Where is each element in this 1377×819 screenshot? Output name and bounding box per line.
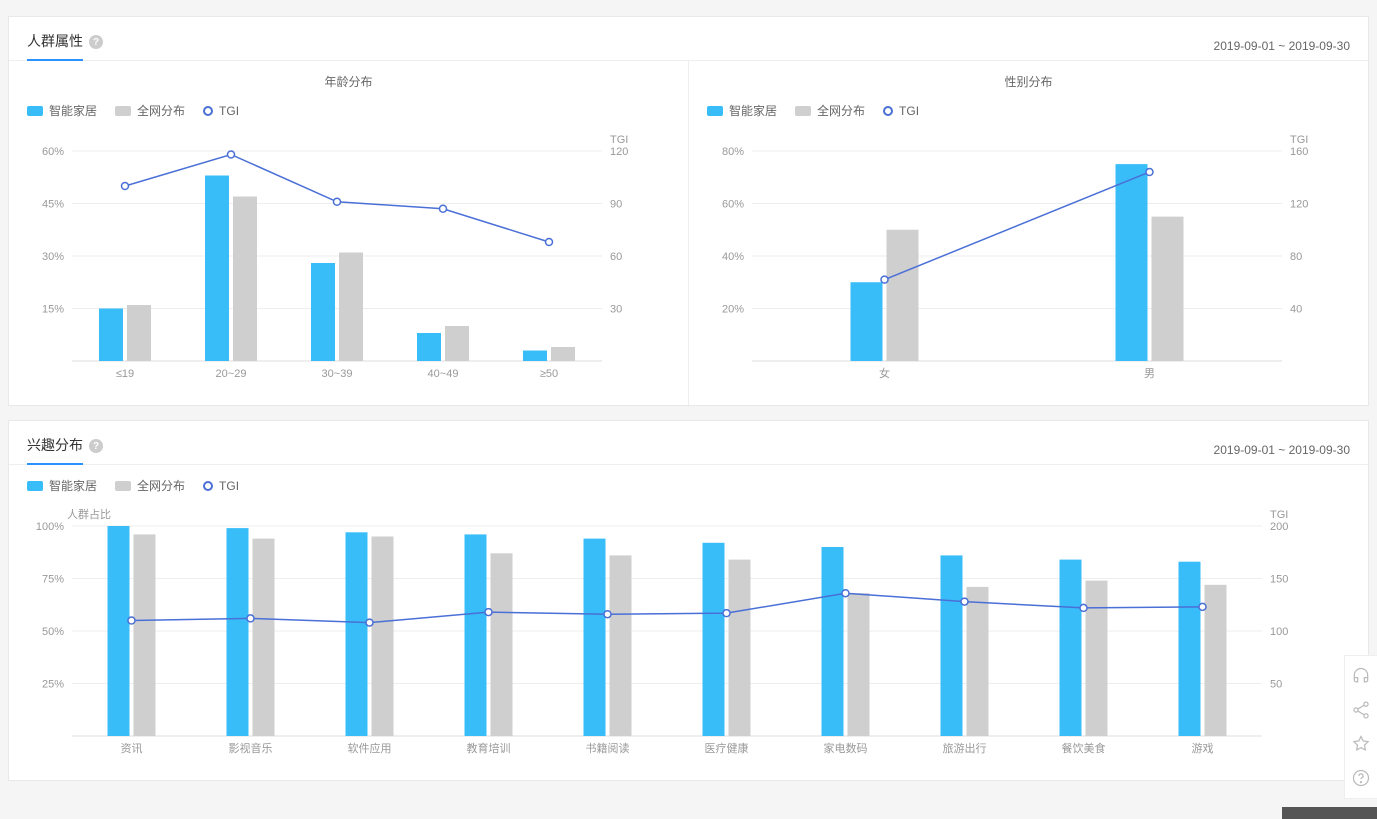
help-icon[interactable]: ? xyxy=(89,35,103,49)
swatch-tgi xyxy=(203,106,213,116)
date-range: 2019-09-01 ~ 2019-09-30 xyxy=(1214,39,1350,53)
legend-label: 全网分布 xyxy=(137,102,185,119)
legend-label: TGI xyxy=(219,479,239,493)
footer-stub xyxy=(1282,807,1377,819)
legend-item-series1[interactable]: 智能家居 xyxy=(707,102,777,119)
legend-label: 全网分布 xyxy=(137,477,185,494)
card-header: 兴趣分布 ? 2019-09-01 ~ 2019-09-30 xyxy=(9,421,1368,465)
svg-text:60%: 60% xyxy=(42,146,64,158)
svg-text:150: 150 xyxy=(1270,574,1288,586)
svg-text:家电数码: 家电数码 xyxy=(824,741,868,755)
interest-card: 兴趣分布 ? 2019-09-01 ~ 2019-09-30 智能家居 全网分布… xyxy=(8,420,1369,781)
card-title: 兴趣分布 xyxy=(27,435,83,465)
svg-text:书籍阅读: 书籍阅读 xyxy=(586,741,630,755)
svg-text:40%: 40% xyxy=(722,251,744,263)
legend-item-tgi[interactable]: TGI xyxy=(203,104,239,118)
gender-chart: 20% 40% 60% 80% 40 80 120 160TGI 女 男 xyxy=(707,127,1350,387)
svg-text:40: 40 xyxy=(1290,304,1302,316)
legend-item-series1[interactable]: 智能家居 xyxy=(27,102,97,119)
headset-icon[interactable] xyxy=(1351,666,1371,686)
svg-text:旅游出行: 旅游出行 xyxy=(943,741,987,755)
chart-legend: 智能家居 全网分布 TGI xyxy=(707,102,1350,127)
svg-text:100%: 100% xyxy=(36,521,64,533)
legend-label: TGI xyxy=(899,104,919,118)
star-icon[interactable] xyxy=(1351,734,1371,754)
legend-item-series2[interactable]: 全网分布 xyxy=(795,102,865,119)
swatch-series1 xyxy=(27,106,43,116)
side-rail xyxy=(1344,655,1377,799)
help-icon[interactable]: ? xyxy=(89,439,103,453)
svg-text:60%: 60% xyxy=(722,199,744,211)
svg-text:软件应用: 软件应用 xyxy=(348,741,392,755)
legend-label: TGI xyxy=(219,104,239,118)
svg-text:60: 60 xyxy=(610,251,622,263)
card-title: 人群属性 xyxy=(27,31,83,61)
svg-text:人群占比: 人群占比 xyxy=(67,507,111,521)
svg-text:30%: 30% xyxy=(42,251,64,263)
legend-label: 智能家居 xyxy=(729,102,777,119)
svg-text:影视音乐: 影视音乐 xyxy=(229,741,273,755)
swatch-tgi xyxy=(883,106,893,116)
svg-text:20~29: 20~29 xyxy=(216,368,247,380)
svg-text:80%: 80% xyxy=(722,146,744,158)
help-circle-icon[interactable] xyxy=(1351,768,1371,788)
svg-text:50%: 50% xyxy=(42,626,64,638)
legend-item-series1[interactable]: 智能家居 xyxy=(27,477,97,494)
share-icon[interactable] xyxy=(1351,700,1371,720)
legend-label: 全网分布 xyxy=(817,102,865,119)
card-header: 人群属性 ? 2019-09-01 ~ 2019-09-30 xyxy=(9,17,1368,61)
svg-text:120: 120 xyxy=(610,146,628,158)
svg-text:40~49: 40~49 xyxy=(428,368,459,380)
svg-text:90: 90 xyxy=(610,199,622,211)
svg-text:20%: 20% xyxy=(722,304,744,316)
svg-text:TGI: TGI xyxy=(610,134,628,146)
svg-text:160: 160 xyxy=(1290,146,1308,158)
svg-text:75%: 75% xyxy=(42,574,64,586)
swatch-series2 xyxy=(115,481,131,491)
svg-text:25%: 25% xyxy=(42,679,64,691)
svg-text:TGI: TGI xyxy=(1270,509,1288,521)
svg-text:100: 100 xyxy=(1270,626,1288,638)
svg-text:≤19: ≤19 xyxy=(116,368,134,380)
chart-subtitle: 性别分布 xyxy=(707,73,1350,90)
demographics-card: 人群属性 ? 2019-09-01 ~ 2019-09-30 年龄分布 智能家居… xyxy=(8,16,1369,406)
svg-text:男: 男 xyxy=(1144,368,1155,380)
gender-chart-panel: 性别分布 智能家居 全网分布 TGI 20% 40% 60% 80% 40 xyxy=(689,61,1368,405)
swatch-tgi xyxy=(203,481,213,491)
svg-text:教育培训: 教育培训 xyxy=(467,741,511,755)
swatch-series1 xyxy=(707,106,723,116)
age-chart: 15% 30% 45% 60% 30 60 90 120TGI ≤19 20~29 30~39 40~… xyxy=(27,127,670,387)
swatch-series1 xyxy=(27,481,43,491)
svg-text:医疗健康: 医疗健康 xyxy=(705,741,749,755)
svg-text:30~39: 30~39 xyxy=(322,368,353,380)
svg-text:200: 200 xyxy=(1270,521,1288,533)
legend-item-series2[interactable]: 全网分布 xyxy=(115,102,185,119)
chart-subtitle: 年龄分布 xyxy=(27,73,670,90)
svg-text:120: 120 xyxy=(1290,199,1308,211)
legend-label: 智能家居 xyxy=(49,477,97,494)
interest-chart: 25% 50% 75% 100% 50 100 150 200TGI 人群占比资讯 影视音乐 软件应… xyxy=(27,502,1350,762)
date-range: 2019-09-01 ~ 2019-09-30 xyxy=(1214,443,1350,457)
chart-legend: 智能家居 全网分布 TGI xyxy=(27,102,670,127)
chart-legend: 智能家居 全网分布 TGI xyxy=(27,477,1350,502)
legend-item-series2[interactable]: 全网分布 xyxy=(115,477,185,494)
svg-text:≥50: ≥50 xyxy=(540,368,558,380)
legend-item-tgi[interactable]: TGI xyxy=(883,104,919,118)
svg-text:80: 80 xyxy=(1290,251,1302,263)
svg-text:游戏: 游戏 xyxy=(1192,742,1214,755)
svg-text:女: 女 xyxy=(879,366,890,380)
legend-label: 智能家居 xyxy=(49,102,97,119)
svg-text:TGI: TGI xyxy=(1290,134,1308,146)
legend-item-tgi[interactable]: TGI xyxy=(203,479,239,493)
age-chart-panel: 年龄分布 智能家居 全网分布 TGI 15% 30% 45% 60% 30 xyxy=(9,61,689,405)
swatch-series2 xyxy=(795,106,811,116)
svg-text:50: 50 xyxy=(1270,679,1282,691)
svg-text:资讯: 资讯 xyxy=(121,742,143,755)
svg-text:餐饮美食: 餐饮美食 xyxy=(1062,741,1106,755)
svg-text:15%: 15% xyxy=(42,304,64,316)
svg-text:45%: 45% xyxy=(42,199,64,211)
swatch-series2 xyxy=(115,106,131,116)
svg-text:30: 30 xyxy=(610,304,622,316)
